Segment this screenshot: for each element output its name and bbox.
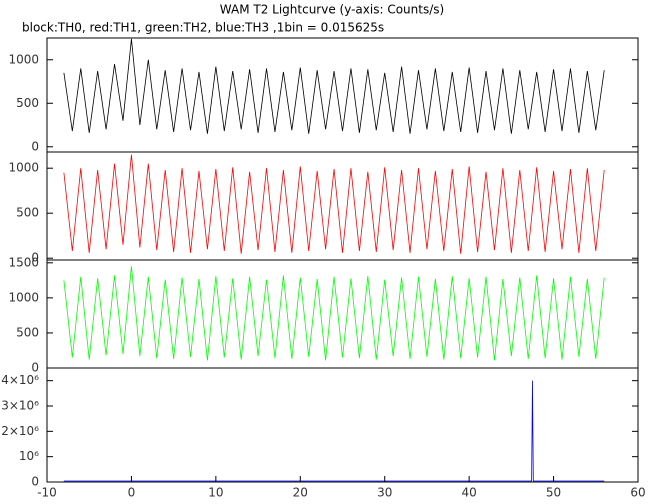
y-tick-label: 1000 <box>8 161 39 175</box>
x-tick-label: 40 <box>462 486 477 500</box>
series-line <box>63 380 605 482</box>
series-line <box>63 38 605 134</box>
y-tick-label: 500 <box>16 325 39 339</box>
y-tick-label: 0 <box>31 251 39 265</box>
series-line <box>63 154 605 254</box>
panel-frame <box>46 151 639 261</box>
y-tick-label: 500 <box>16 96 39 110</box>
panel-frame <box>46 367 639 483</box>
x-tick-label: -10 <box>37 486 57 500</box>
chart-title: WAM T2 Lightcurve (y-axis: Counts/s) <box>220 3 444 17</box>
chart-subtitle: block:TH0, red:TH1, green:TH2, blue:TH3 … <box>22 21 384 35</box>
panel-frame <box>46 37 639 153</box>
x-tick-label: 10 <box>208 486 223 500</box>
x-tick-label: 0 <box>128 486 136 500</box>
x-tick-label: 50 <box>546 486 561 500</box>
x-tick-label: 60 <box>630 486 645 500</box>
y-tick-label: 1500 <box>8 255 39 269</box>
y-tick-label: 4×10⁶ <box>1 373 39 387</box>
x-tick-label: 30 <box>377 486 392 500</box>
y-tick-label: 10⁶ <box>19 449 39 463</box>
x-tick-label: 20 <box>293 486 308 500</box>
y-tick-label: 500 <box>16 206 39 220</box>
y-tick-label: 0 <box>31 361 39 375</box>
y-tick-label: 0 <box>31 475 39 489</box>
y-tick-label: 1000 <box>8 52 39 66</box>
y-tick-label: 3×10⁶ <box>1 399 39 413</box>
series-line <box>63 266 605 361</box>
y-tick-label: 0 <box>31 139 39 153</box>
y-tick-label: 1000 <box>8 290 39 304</box>
y-tick-label: 2×10⁶ <box>1 424 39 438</box>
